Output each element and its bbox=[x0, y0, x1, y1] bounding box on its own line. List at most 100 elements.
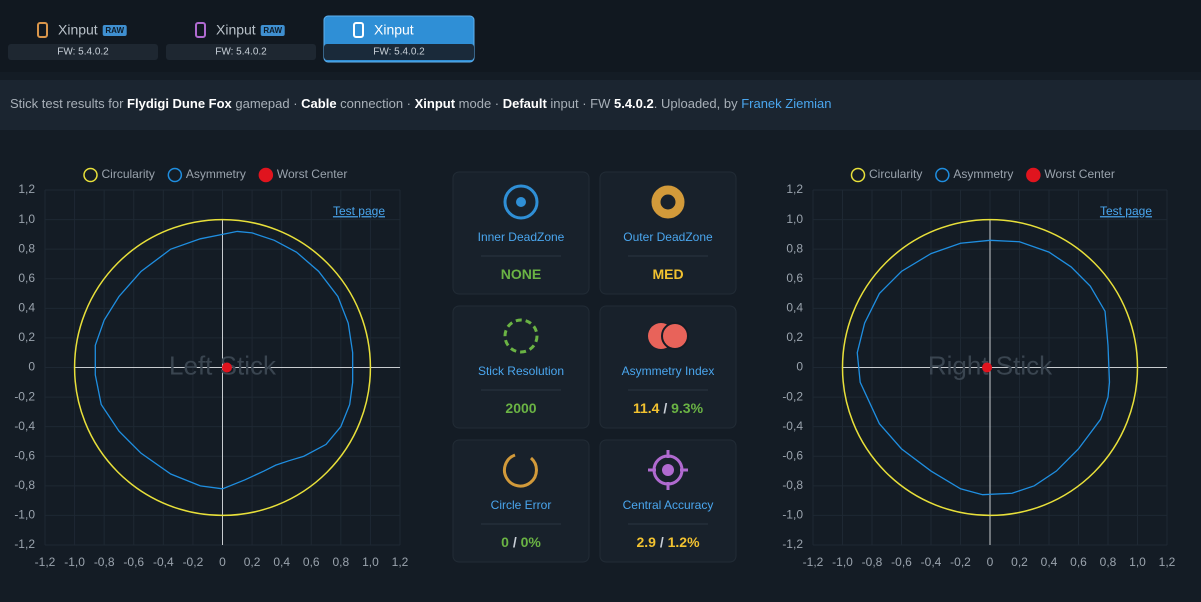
tab-icon bbox=[37, 22, 48, 38]
y-tick-label: -0,8 bbox=[782, 478, 803, 492]
x-tick-label: -1,0 bbox=[64, 555, 85, 569]
info-segment: mode · bbox=[455, 96, 503, 111]
y-tick-label: -0,2 bbox=[782, 389, 803, 403]
y-tick-label: 0,4 bbox=[786, 301, 803, 315]
card-bg bbox=[452, 305, 590, 429]
y-tick-label: 0,6 bbox=[786, 271, 803, 285]
y-tick-label: -0,4 bbox=[14, 419, 35, 433]
x-tick-label: 0,8 bbox=[332, 555, 349, 569]
info-segment: gamepad · bbox=[232, 96, 301, 111]
tab-label: Xinput bbox=[216, 22, 256, 38]
tab[interactable]: Xinput RAW FW: 5.4.0.2 bbox=[166, 22, 316, 60]
y-tick-label: 1,0 bbox=[786, 212, 803, 226]
info-text: Stick test results for Flydigi Dune Fox … bbox=[10, 96, 832, 111]
x-tick-label: -1,2 bbox=[35, 555, 56, 569]
card-bg bbox=[599, 439, 737, 563]
card-value-part: 0% bbox=[521, 534, 542, 550]
card-bg bbox=[452, 439, 590, 563]
legend-label: Circularity bbox=[869, 167, 922, 181]
icon bbox=[502, 453, 538, 488]
test-page-link[interactable]: Test page bbox=[1100, 204, 1152, 218]
card-value-part: 2000 bbox=[505, 400, 536, 416]
card: Asymmetry Index 11.4 / 9.3% bbox=[599, 305, 737, 429]
legend-marker bbox=[935, 167, 950, 183]
card-value-part: NONE bbox=[501, 266, 541, 282]
info-segment[interactable]: Franek Ziemian bbox=[741, 96, 831, 111]
x-tick-label: 1,0 bbox=[1129, 555, 1146, 569]
x-tick-label: 0,4 bbox=[273, 555, 290, 569]
x-tick-label: -1,2 bbox=[803, 555, 824, 569]
x-tick-label: 0,6 bbox=[303, 555, 320, 569]
x-tick-label: 0,2 bbox=[244, 555, 261, 569]
worst-center bbox=[221, 362, 232, 373]
tab[interactable]: Xinput RAW FW: 5.4.0.2 bbox=[8, 22, 158, 60]
card-value-part: / bbox=[509, 534, 521, 550]
info-segment: . Uploaded, by bbox=[654, 96, 741, 111]
circularity-circle bbox=[841, 218, 1139, 517]
x-tick-label: 0,2 bbox=[1011, 555, 1028, 569]
icon bbox=[661, 322, 689, 350]
info-segment: Cable bbox=[301, 96, 336, 111]
y-tick-label: 1,0 bbox=[18, 212, 35, 226]
x-tick-label: 0,8 bbox=[1100, 555, 1117, 569]
x-tick-label: -0,2 bbox=[950, 555, 971, 569]
card-value-part: 0 bbox=[501, 534, 509, 550]
x-tick-label: -1,0 bbox=[832, 555, 853, 569]
x-tick-label: 1,2 bbox=[392, 555, 409, 569]
legend-marker bbox=[850, 167, 866, 183]
icon bbox=[503, 184, 539, 220]
x-tick-label: -0,6 bbox=[891, 555, 912, 569]
y-tick-label: 0,8 bbox=[786, 241, 803, 255]
card-value-part: 9.3% bbox=[671, 400, 703, 416]
y-tick-label: -0,6 bbox=[782, 448, 803, 462]
tab-icon bbox=[353, 22, 364, 38]
card-label: Outer DeadZone bbox=[623, 230, 713, 244]
test-page-link[interactable]: Test page bbox=[333, 204, 385, 218]
y-tick-label: 0,8 bbox=[18, 241, 35, 255]
tab-label: Xinput bbox=[374, 22, 414, 38]
card-value: NONE bbox=[501, 266, 541, 282]
x-tick-label: -0,8 bbox=[94, 555, 115, 569]
info-segment: Xinput bbox=[415, 96, 456, 111]
fw-bg bbox=[8, 44, 158, 60]
y-tick-label: 0,2 bbox=[786, 330, 803, 344]
x-tick-label: -0,6 bbox=[123, 555, 144, 569]
card-label: Central Accuracy bbox=[623, 498, 714, 512]
legend-label: Worst Center bbox=[1044, 167, 1114, 181]
y-tick-label: -1,0 bbox=[782, 508, 803, 522]
x-tick-label: 0,4 bbox=[1041, 555, 1058, 569]
icon bbox=[662, 464, 674, 476]
legend-marker bbox=[1026, 167, 1041, 183]
card-label: Circle Error bbox=[491, 498, 552, 512]
y-tick-label: -1,2 bbox=[14, 537, 35, 551]
card-value-part: 1.2% bbox=[668, 534, 700, 550]
legend-label: Worst Center bbox=[277, 167, 347, 181]
card-bg bbox=[599, 305, 737, 429]
card: Outer DeadZone MED bbox=[599, 171, 737, 295]
x-tick-label: 1,2 bbox=[1159, 555, 1176, 569]
tab-label: Xinput bbox=[58, 22, 98, 38]
fw-bg bbox=[166, 44, 316, 60]
tab-fw: FW: 5.4.0.2 bbox=[373, 47, 425, 58]
badge-bg bbox=[102, 25, 127, 36]
tab-fw: FW: 5.4.0.2 bbox=[215, 47, 267, 58]
asymmetry-line bbox=[856, 239, 1111, 496]
icon bbox=[503, 318, 539, 354]
card-value: 2000 bbox=[505, 400, 536, 416]
card-value: 0 / 0% bbox=[501, 534, 541, 550]
y-tick-label: -0,8 bbox=[14, 478, 35, 492]
x-tick-label: -0,2 bbox=[183, 555, 204, 569]
tab-icon bbox=[195, 22, 206, 38]
info-bar bbox=[0, 80, 1201, 130]
worst-center bbox=[982, 362, 993, 373]
card: Central Accuracy 2.9 / 1.2% bbox=[599, 439, 737, 563]
legend-label: Asymmetry bbox=[953, 167, 1013, 181]
y-tick-label: 1,2 bbox=[18, 182, 35, 196]
y-tick-label: -1,0 bbox=[14, 508, 35, 522]
tab[interactable]: Xinput FW: 5.4.0.2 bbox=[323, 15, 475, 63]
info-segment: 5.4.0.2 bbox=[614, 96, 654, 111]
y-tick-label: -0,4 bbox=[782, 419, 803, 433]
info-segment: Stick test results for bbox=[10, 96, 127, 111]
card: Stick Resolution 2000 bbox=[452, 305, 590, 429]
